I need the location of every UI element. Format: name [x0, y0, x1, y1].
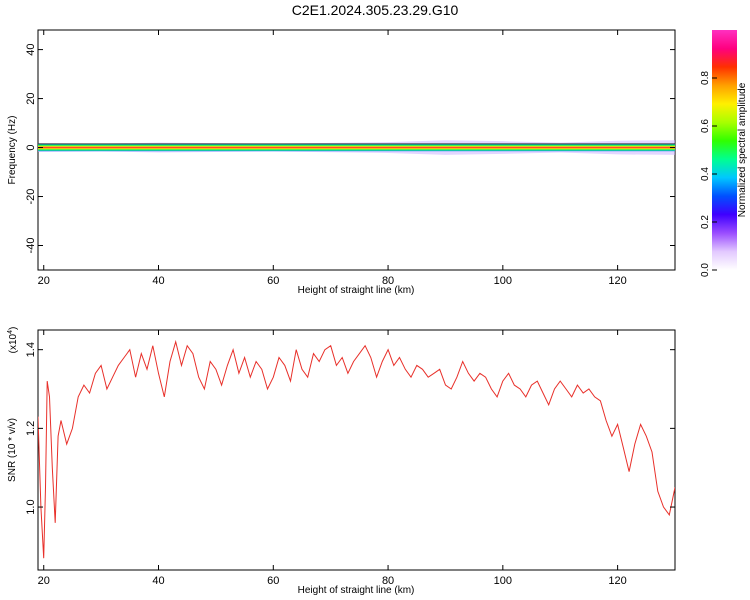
- spectrogram-x-tick-label: 20: [38, 275, 50, 287]
- snr-series-line: [38, 339, 675, 559]
- snr-y-multiplier: (x104): [7, 327, 19, 354]
- colorbar-gradient: [712, 30, 737, 270]
- snr-x-label: Height of straight line (km): [298, 585, 415, 596]
- chart-title: C2E1.2024.305.23.29.G10: [291, 2, 459, 18]
- spectrogram-y-tick-label: 20: [25, 92, 37, 104]
- snr-x-tick-label: 100: [494, 575, 512, 587]
- spectrogram-x-tick-label: 60: [267, 275, 279, 287]
- snr-y-tick-label: 1.2: [25, 421, 37, 436]
- snr-x-tick-label: 80: [382, 575, 394, 587]
- colorbar-label: Normalized spectral amplitude: [737, 82, 748, 217]
- snr-x-tick-label: 60: [267, 575, 279, 587]
- spectrogram-y-tick-label: -40: [25, 238, 37, 254]
- colorbar-tick-label: 0.8: [700, 71, 711, 85]
- snr-x-tick-label: 120: [608, 575, 626, 587]
- spectrogram-x-tick-label: 40: [152, 275, 164, 287]
- snr-y-tick-label: 1.4: [25, 342, 37, 357]
- snr-x-tick-label: 20: [38, 575, 50, 587]
- snr-x-tick-label: 40: [152, 575, 164, 587]
- spectrogram-y-label: Frequency (Hz): [7, 116, 18, 185]
- snr-frame: [37, 329, 676, 571]
- spectrogram-panel: 20 40 60 80 100 120 -40 -20 0 20 40 Height of stra…: [7, 29, 676, 296]
- spectrogram-y-tick-label: 0: [25, 144, 37, 150]
- spectrogram-x-tick-label: 120: [608, 275, 626, 287]
- spectrogram-x-tick-label: 80: [382, 275, 394, 287]
- colorbar-tick-label: 0.2: [700, 215, 711, 229]
- snr-y-label: SNR (10 * v/v): [7, 418, 18, 482]
- snr-panel: 20 40 60 80 100 120 1.0 1.2 1.4 Height of straig…: [7, 327, 676, 596]
- spectrogram-band: [38, 140, 675, 155]
- snr-y-tick-label: 1.0: [25, 499, 37, 514]
- spectrogram-y-tick-label: 40: [25, 43, 37, 55]
- colorbar: 0.0 0.2 0.4 0.6 0.8 Normalized spectral ampl…: [700, 30, 748, 277]
- spectrogram-core-band: [38, 143, 675, 152]
- colorbar-tick-label: 0.4: [700, 167, 711, 181]
- spectrogram-x-label: Height of straight line (km): [298, 285, 415, 296]
- spectrogram-x-tick-label: 100: [494, 275, 512, 287]
- colorbar-tick-label: 0.0: [700, 263, 711, 277]
- spectrogram-y-tick-label: -20: [25, 189, 37, 205]
- colorbar-tick-label: 0.6: [700, 119, 711, 133]
